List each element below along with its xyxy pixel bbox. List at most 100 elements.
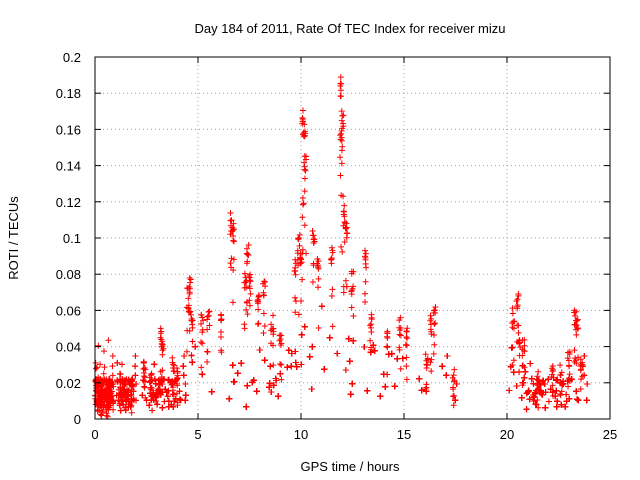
- data-point: [92, 376, 99, 383]
- data-point: [97, 361, 104, 368]
- data-point: [117, 377, 124, 384]
- data-point: [337, 74, 344, 81]
- data-point: [285, 347, 292, 354]
- data-point: [187, 276, 194, 283]
- data-point: [151, 376, 158, 383]
- data-point: [206, 322, 213, 329]
- data-point: [170, 361, 177, 368]
- data-point: [431, 341, 438, 348]
- data-point: [539, 378, 546, 385]
- data-point: [117, 371, 124, 378]
- data-point: [147, 397, 154, 404]
- data-point: [301, 175, 308, 182]
- data-point: [169, 378, 176, 385]
- data-point: [315, 275, 322, 282]
- data-point: [188, 352, 195, 359]
- data-point: [133, 380, 140, 387]
- data-point: [337, 92, 344, 99]
- data-point: [230, 232, 237, 239]
- data-point: [163, 389, 170, 396]
- data-point: [306, 353, 313, 360]
- data-point: [450, 393, 457, 400]
- data-point: [243, 306, 250, 313]
- data-point: [185, 304, 192, 311]
- data-point: [540, 377, 547, 384]
- data-point: [92, 359, 99, 366]
- data-point: [110, 380, 117, 387]
- data-point: [292, 309, 299, 316]
- data-point: [267, 363, 274, 370]
- data-point: [99, 380, 106, 387]
- data-point: [108, 396, 115, 403]
- data-point: [515, 322, 522, 329]
- data-point: [246, 283, 253, 290]
- data-point: [262, 283, 269, 290]
- data-point: [345, 335, 352, 342]
- data-point: [186, 285, 193, 292]
- data-point: [339, 248, 346, 255]
- data-point: [342, 225, 349, 232]
- data-point: [553, 403, 560, 410]
- data-point: [340, 193, 347, 200]
- data-point: [521, 342, 528, 349]
- data-point: [260, 330, 267, 337]
- data-point: [107, 388, 114, 395]
- data-point: [218, 347, 225, 354]
- data-point: [242, 279, 249, 286]
- data-point: [261, 323, 268, 330]
- data-point: [521, 364, 528, 371]
- data-point: [315, 265, 322, 272]
- data-point: [522, 368, 529, 375]
- data-point: [187, 308, 194, 315]
- data-point: [451, 392, 458, 399]
- data-point: [268, 340, 275, 347]
- data-point: [292, 271, 299, 278]
- data-point: [383, 343, 390, 350]
- data-point: [105, 337, 112, 344]
- data-point: [101, 364, 108, 371]
- data-point: [260, 292, 267, 299]
- data-point: [204, 348, 211, 355]
- data-point: [159, 347, 166, 354]
- data-point: [542, 404, 549, 411]
- data-point: [204, 326, 211, 333]
- data-point: [527, 360, 534, 367]
- data-point: [122, 393, 129, 400]
- data-point: [254, 298, 261, 305]
- data-point: [340, 123, 347, 130]
- data-point: [204, 359, 211, 366]
- data-point: [338, 134, 345, 141]
- data-point: [103, 376, 110, 383]
- data-point: [255, 320, 262, 327]
- data-point: [450, 372, 457, 379]
- data-point: [344, 230, 351, 237]
- data-point: [298, 331, 305, 338]
- data-point: [292, 264, 299, 271]
- data-point: [169, 391, 176, 398]
- data-point: [185, 295, 192, 302]
- data-point: [439, 363, 446, 370]
- data-point: [563, 391, 570, 398]
- data-point: [95, 342, 102, 349]
- data-point: [557, 392, 564, 399]
- data-point: [188, 311, 195, 318]
- data-point: [189, 317, 196, 324]
- data-point: [444, 352, 451, 359]
- data-point: [361, 344, 368, 351]
- data-point: [450, 402, 457, 409]
- data-point: [339, 112, 346, 119]
- data-point: [506, 387, 513, 394]
- data-point: [328, 244, 335, 251]
- data-point: [385, 351, 392, 358]
- data-point: [509, 310, 516, 317]
- data-point: [328, 255, 335, 262]
- data-point: [301, 222, 308, 229]
- data-point: [451, 377, 458, 384]
- data-point: [530, 397, 537, 404]
- data-point: [186, 327, 193, 334]
- data-point: [114, 377, 121, 384]
- data-point: [116, 376, 123, 383]
- data-point: [539, 391, 546, 398]
- data-point: [186, 275, 193, 282]
- data-point: [382, 383, 389, 390]
